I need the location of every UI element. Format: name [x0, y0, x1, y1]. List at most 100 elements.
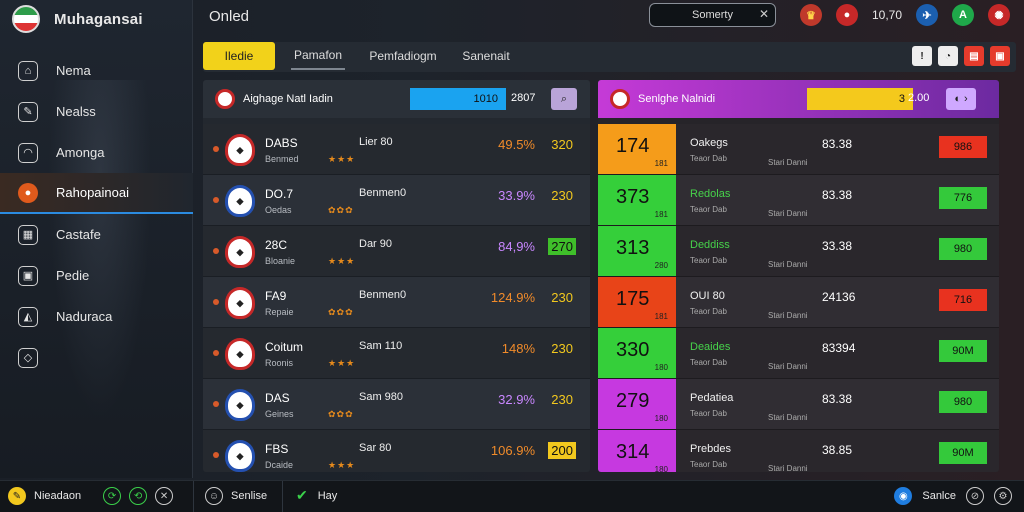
- bottom-mid-label: Senlise: [231, 490, 268, 502]
- entry-value: 83.38: [822, 137, 853, 151]
- team-name: DAS: [265, 391, 290, 405]
- sidebar-item-6[interactable]: ◭ Naduraca: [0, 296, 193, 337]
- trophy-icon[interactable]: ♛: [799, 4, 822, 26]
- entry-value: 83.38: [822, 188, 853, 202]
- team-row[interactable]: ◆ DO.7 Oedas ✿✿✿ Benmen0 33.9% 230: [203, 175, 590, 226]
- sidebar-item-4[interactable]: ▦ Castafe: [0, 214, 193, 255]
- entry-caption: Stari Danni: [768, 158, 808, 167]
- team-row[interactable]: ◆ Coitum Roonis ★★★ Sam 110 148% 230: [203, 328, 590, 379]
- entry-subtitle: Teaor Dab: [690, 460, 727, 469]
- sidebar-item-7[interactable]: ◇: [0, 337, 193, 378]
- entry-name: Deddiss: [690, 239, 730, 251]
- entry-chip[interactable]: 980: [939, 238, 987, 260]
- rating-stars-icon: ★★★: [328, 154, 356, 164]
- entry-value: 83.38: [822, 392, 853, 406]
- right-panel-title: Senlghe Nalnidi: [638, 93, 716, 105]
- right-panel-value: 2.00: [908, 92, 930, 104]
- logo-badge-icon: [12, 5, 40, 33]
- settings-gear-icon[interactable]: ✺: [988, 4, 1010, 26]
- right-panel-toggle-button[interactable]: ◐ ›: [946, 88, 976, 110]
- app-logo[interactable]: Muhagansai: [12, 4, 143, 34]
- refresh-icon[interactable]: ⟳: [103, 487, 122, 505]
- speed-button[interactable]: ◔: [938, 46, 958, 66]
- entry-caption: Stari Danni: [768, 260, 808, 269]
- bottom-mid2-group[interactable]: ✔ Hay: [296, 487, 337, 504]
- team-subtitle: Roonis: [265, 358, 294, 368]
- lock-button[interactable]: ▣: [990, 46, 1010, 66]
- sidebar-item-0[interactable]: ⌂ Nema: [0, 50, 193, 91]
- entry-name: Redolas: [690, 188, 731, 200]
- left-panel-search-button[interactable]: ⌕: [551, 88, 577, 110]
- entry-chip[interactable]: 716: [939, 289, 987, 311]
- list-button[interactable]: ▤: [964, 46, 984, 66]
- entry-chip[interactable]: 90M: [939, 442, 987, 464]
- info-icon[interactable]: ◉: [894, 487, 913, 505]
- team-name: DABS: [265, 136, 298, 150]
- clear-search-icon[interactable]: ✕: [758, 7, 769, 21]
- entry-subtitle: Teaor Dab: [690, 154, 727, 163]
- sidebar-item-3[interactable]: ● Rahopainoai: [0, 173, 193, 214]
- bottom-bar: ✎ Nieadaon ⟳ ⟲ ✕ ☺ Senlise ✔ Hay ◉ Sanlc…: [0, 480, 1024, 512]
- notification-icon[interactable]: ●: [835, 4, 858, 26]
- team-row[interactable]: ◆ FA9 Repaie ✿✿✿ Benmen0 124.9% 230: [203, 277, 590, 328]
- search-field[interactable]: Somerty ✕: [649, 3, 776, 27]
- team-row[interactable]: ◆ FBS Dcaide ★★★ Sar 80 106.9% 200: [203, 430, 590, 472]
- team-meta: Sam 110: [359, 340, 403, 352]
- team-row[interactable]: ◆ 28C Bloanie ★★★ Dar 90 84,9% 270: [203, 226, 590, 277]
- tab-1[interactable]: Pamafon: [291, 42, 345, 70]
- chat-icon[interactable]: ✈: [916, 4, 938, 26]
- match-icon: ●: [18, 182, 38, 203]
- rank-small-value: 180: [654, 414, 668, 423]
- ranking-row[interactable]: 330 180 Deaides Teaor Dab 83394 Stari Da…: [598, 328, 999, 379]
- team-score: 230: [551, 392, 573, 407]
- team-meta: Sam 980: [359, 391, 404, 403]
- tab-2[interactable]: Pemfadiogm: [369, 49, 437, 63]
- compass-icon[interactable]: ⊘: [966, 487, 984, 505]
- team-row[interactable]: ◆ DABS Benmed ★★★ Lier 80 49.5% 320: [203, 124, 590, 175]
- team-row[interactable]: ◆ DAS Geines ✿✿✿ Sam 980 32.9% 230: [203, 379, 590, 430]
- row-indicator-dot: [213, 452, 219, 458]
- ranking-row[interactable]: 313 280 Deddiss Teaor Dab 33.38 Stari Da…: [598, 226, 999, 277]
- profile-badge[interactable]: A: [952, 4, 974, 26]
- ranking-row[interactable]: 373 181 Redolas Teaor Dab 83.38 Stari Da…: [598, 175, 999, 226]
- options-icon[interactable]: ⚙: [994, 487, 1012, 505]
- sidebar-item-label: Nealss: [56, 104, 96, 119]
- right-panel-bar-value: 3: [898, 93, 905, 105]
- left-rows: ◆ DABS Benmed ★★★ Lier 80 49.5% 320 ◆ DO…: [203, 124, 590, 472]
- tab-3[interactable]: Sanenait: [462, 49, 510, 63]
- status-icon[interactable]: ✎: [8, 487, 26, 505]
- bottom-right-label: Sanlce: [922, 490, 956, 502]
- team-score: 200: [548, 442, 576, 459]
- ranking-row[interactable]: 175 181 OUI 80 Teaor Dab 24136 Stari Dan…: [598, 277, 999, 328]
- sidebar-item-5[interactable]: ▣ Pedie: [0, 255, 193, 296]
- sync-icon[interactable]: ⟲: [129, 487, 148, 505]
- sidebar-item-1[interactable]: ✎ Nealss: [0, 91, 193, 132]
- team-crest-icon: ◆: [225, 338, 255, 370]
- entry-caption: Stari Danni: [768, 362, 808, 371]
- rank-small-value: 181: [654, 210, 668, 219]
- top-icons: ♛ ● 10,70 ✈ A ✺: [799, 4, 1010, 26]
- entry-chip[interactable]: 986: [939, 136, 987, 158]
- ranking-row[interactable]: 314 180 Prebdes Teaor Dab 38.85 Stari Da…: [598, 430, 999, 472]
- team-badge-icon: [610, 89, 630, 109]
- ranking-row[interactable]: 174 181 Oakegs Teaor Dab 83.38 Stari Dan…: [598, 124, 999, 175]
- entry-subtitle: Teaor Dab: [690, 256, 727, 265]
- team-percentage: 124.9%: [490, 290, 535, 305]
- close-circle-icon[interactable]: ✕: [155, 487, 174, 505]
- ranking-row[interactable]: 279 180 Pedatiea Teaor Dab 83.38 Stari D…: [598, 379, 999, 430]
- info-button[interactable]: !: [912, 46, 932, 66]
- sidebar: Muhagansai ⌂ Nema ✎ Nealss ◠ Amonga ● Rahop…: [0, 0, 193, 478]
- entry-chip[interactable]: 776: [939, 187, 987, 209]
- sidebar-item-2[interactable]: ◠ Amonga: [0, 132, 193, 173]
- row-indicator-dot: [213, 146, 219, 152]
- entry-subtitle: Teaor Dab: [690, 409, 727, 418]
- entry-chip[interactable]: 980: [939, 391, 987, 413]
- team-subtitle: Bloanie: [265, 256, 296, 266]
- bottom-mid-group[interactable]: ☺ Senlise: [205, 487, 267, 505]
- tab-0[interactable]: Iledie: [203, 42, 275, 70]
- entry-chip[interactable]: 90M: [939, 340, 987, 362]
- right-rows: 174 181 Oakegs Teaor Dab 83.38 Stari Dan…: [598, 124, 999, 472]
- sidebar-item-label: Naduraca: [56, 309, 113, 324]
- right-panel: Senlghe Nalnidi 3 2.00 ◐ › 174 181 Oakeg…: [598, 80, 999, 472]
